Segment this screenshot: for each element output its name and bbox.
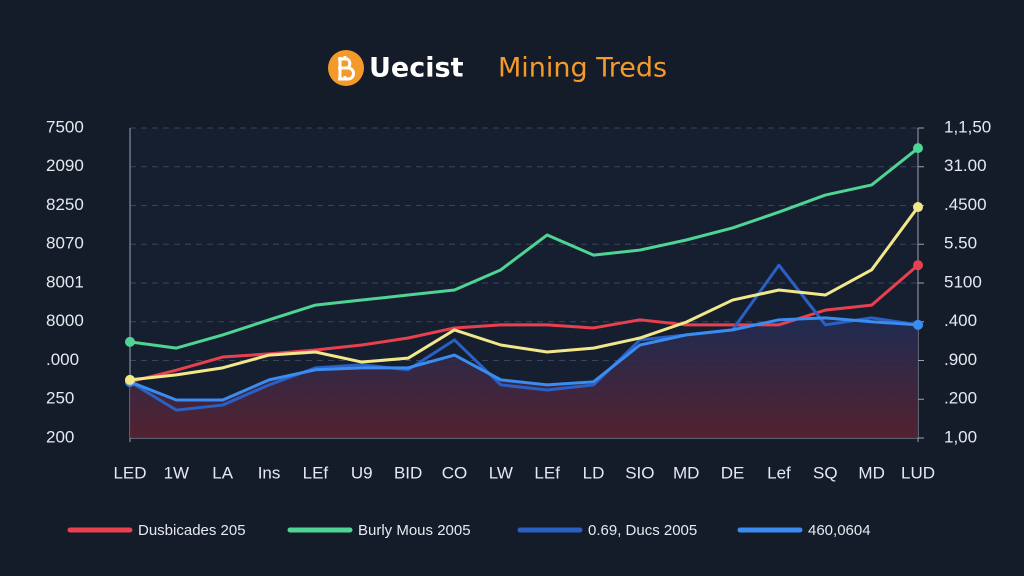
legend-label: Burly Mous 2005 [358, 522, 471, 539]
x-tick-label: LEf [534, 463, 560, 482]
y2-tick-label: .900 [944, 350, 977, 369]
x-tick-label: MD [858, 463, 884, 482]
y-tick-label: 250 [46, 389, 74, 408]
y2-tick-label: .4500 [944, 195, 987, 214]
x-tick-label: 1W [164, 463, 190, 482]
series-dot [913, 260, 923, 271]
x-tick-label: LUD [901, 463, 935, 482]
x-tick-label: MD [673, 463, 699, 482]
title-text: Mining Treds [498, 53, 667, 84]
legend-label: 460,0604 [808, 522, 871, 539]
y-tick-label: 8000 [46, 311, 84, 330]
x-tick-label: Lef [767, 463, 791, 482]
x-tick-label: LA [212, 463, 233, 482]
series-dot [913, 202, 923, 213]
series-line [129, 263, 919, 412]
legend-label: 0.69, Ducs 2005 [588, 522, 697, 539]
series-dot [913, 319, 923, 330]
series-line [129, 316, 919, 402]
y2-tick-label: 5100 [944, 272, 982, 291]
y-tick-label: 7500 [46, 117, 84, 136]
y2-tick-label: .200 [944, 389, 977, 408]
y-tick-label: 2090 [46, 156, 84, 175]
series-dot [125, 374, 135, 385]
y2-tick-label: 5.50 [944, 234, 977, 253]
y-tick-label: 8070 [46, 234, 84, 253]
x-tick-label: CO [442, 463, 468, 482]
x-tick-label: DE [721, 463, 745, 482]
plot: 7500 2090 8250 8070 8001 8000 .000 250 200 1,1,50… [46, 117, 991, 482]
y2-tick-label: 31.00 [944, 156, 987, 175]
x-tick-label: SIO [625, 463, 654, 482]
series-line [129, 206, 920, 382]
series-dot [125, 336, 135, 347]
y-tick-label: 200 [46, 427, 74, 446]
legend-label: Dusbicades 205 [138, 522, 246, 539]
x-tick-label: LW [489, 463, 513, 482]
series-line [129, 146, 919, 350]
x-tick-label: SQ [813, 463, 838, 482]
x-tick-label: LEf [303, 463, 329, 482]
title-brand: Uecist [369, 53, 464, 84]
x-tick-label: BID [394, 463, 422, 482]
y2-tick-label: 1,1,50 [944, 117, 991, 136]
title-icon [328, 50, 364, 86]
area [130, 317, 918, 438]
series-line [129, 264, 919, 384]
x-tick-label: LD [583, 463, 605, 482]
y-tick-label: 8250 [46, 195, 84, 214]
y2-tick-label: 1,00 [944, 427, 977, 446]
x-tick-label: LED [113, 463, 146, 482]
x-tick-label: Ins [258, 463, 281, 482]
series-dot [913, 143, 923, 154]
y-tick-label: 8001 [46, 272, 84, 291]
y-tick-label: .000 [46, 350, 79, 369]
y2-tick-label: .400 [944, 311, 977, 330]
x-tick-label: U9 [351, 463, 373, 482]
